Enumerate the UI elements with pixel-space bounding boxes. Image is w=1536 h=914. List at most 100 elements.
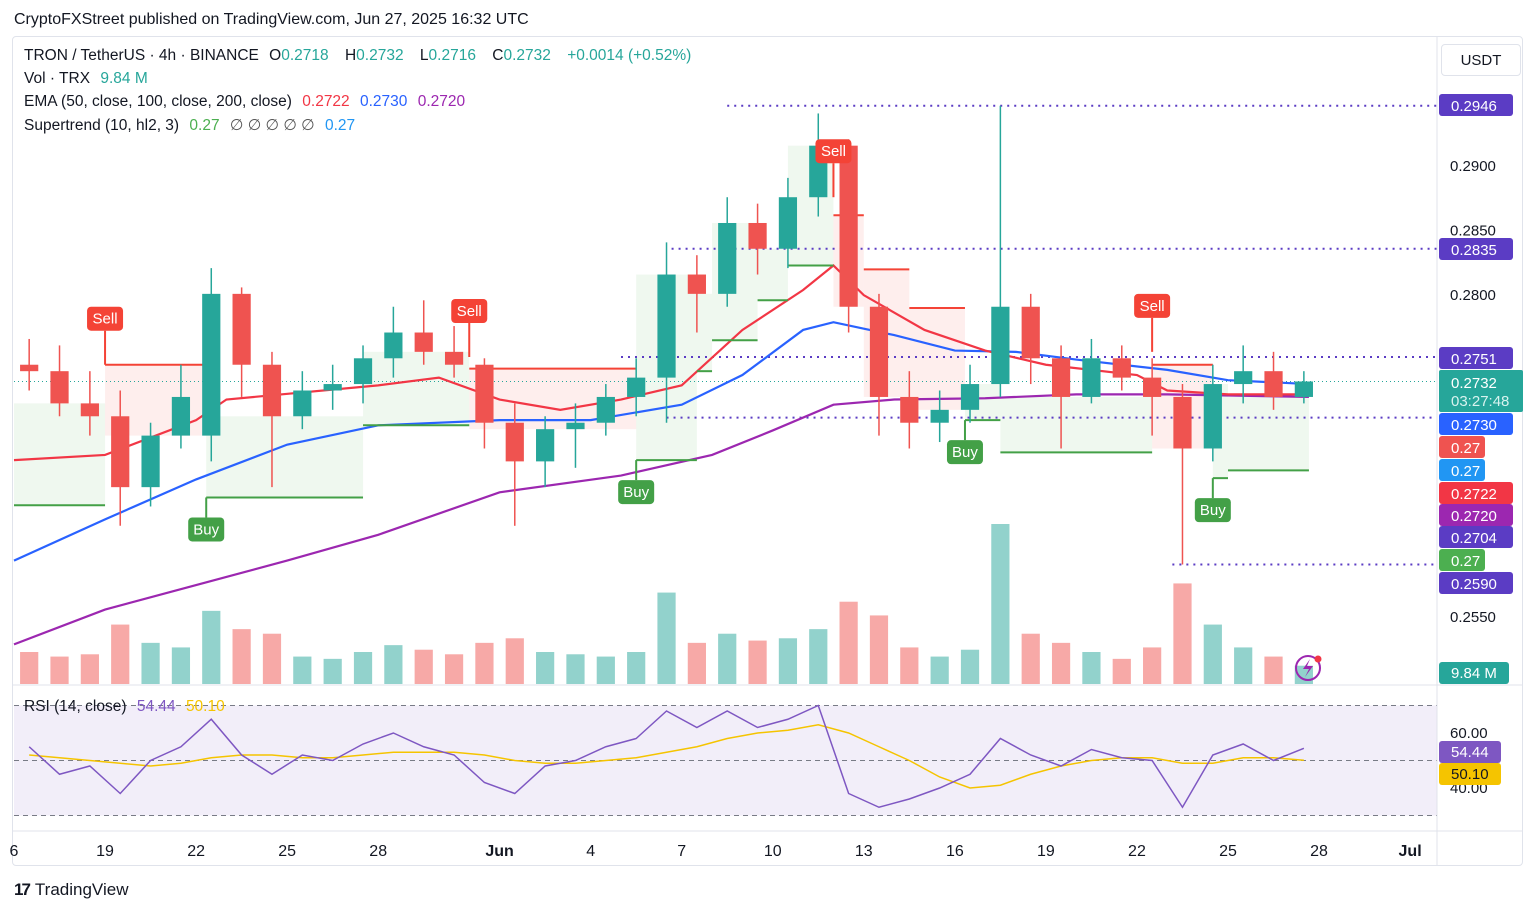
price-tag-label: 0.27 <box>1451 553 1480 570</box>
volume-bar <box>1082 652 1101 684</box>
volume-bar <box>1173 583 1192 684</box>
volume-bar <box>991 524 1010 684</box>
time-tick-label: 19 <box>1037 843 1055 860</box>
low-value: 0.2716 <box>428 47 476 64</box>
currency-selector[interactable]: USDT <box>1441 44 1521 76</box>
buy-signal-badge <box>946 440 983 465</box>
volume-bar <box>171 647 191 684</box>
price-tag-label: 0.2722 <box>1451 486 1497 503</box>
volume-bar <box>1021 633 1040 684</box>
volume-bar <box>202 610 221 684</box>
time-tick-label: 28 <box>369 843 387 860</box>
candle-body <box>171 396 191 436</box>
rsi-legend: RSI (14, close) 54.44 50.10 <box>24 698 231 716</box>
volume-bars <box>20 524 1313 684</box>
candle-body <box>1203 384 1222 449</box>
supertrend-fill <box>14 403 106 506</box>
price-tag-label: 0.27 <box>1451 440 1480 457</box>
time-tick-label: 28 <box>1310 843 1328 860</box>
time-tick-label: 6 <box>10 843 19 860</box>
candle-body <box>839 145 858 307</box>
candle-body <box>1021 306 1040 359</box>
signal-label: Buy <box>193 521 219 538</box>
candle-body <box>262 364 282 417</box>
signal-label: Buy <box>1200 502 1226 519</box>
volume-bar <box>900 647 919 684</box>
signal-label: Buy <box>623 484 649 501</box>
time-tick-label: Jul <box>1399 843 1422 860</box>
time-tick-label: 16 <box>946 843 964 860</box>
supertrend-down-value: 0.27 <box>324 117 356 134</box>
buy-signal-badge <box>188 517 225 542</box>
volume-bar <box>1143 647 1162 684</box>
price-tag-label: 0.2720 <box>1451 508 1497 525</box>
candle-body <box>141 435 160 488</box>
candle-body <box>657 274 676 378</box>
volume-legend: Vol · TRX 9.84 M <box>24 70 154 88</box>
price-tag-label: 0.2704 <box>1451 530 1497 547</box>
brand-name[interactable]: TradingView <box>34 880 129 899</box>
price-tag <box>1439 413 1513 435</box>
candle-body <box>900 396 919 423</box>
candle-body <box>50 371 69 404</box>
volume-bar <box>293 656 312 684</box>
volume-value: 9.84 M <box>100 70 148 87</box>
bar-countdown: 03:27:48 <box>1451 393 1509 410</box>
volume-bar <box>687 642 706 684</box>
price-tag <box>1439 347 1513 369</box>
candle-body <box>778 197 798 249</box>
candle-body <box>505 422 524 462</box>
rsi-tag-label: 50.10 <box>1451 766 1489 783</box>
ema200-value: 0.2720 <box>417 93 466 110</box>
volume-bar <box>596 656 615 684</box>
volume-bar <box>141 642 160 684</box>
volume-bar <box>323 658 342 684</box>
ema50-value: 0.2722 <box>302 93 350 110</box>
volume-bar <box>505 638 524 684</box>
rsi-ma-value: 50.10 <box>185 698 225 715</box>
candle-body <box>414 332 433 352</box>
candle-body <box>1082 358 1101 397</box>
candle-body <box>1173 396 1192 449</box>
candle-body <box>202 293 221 436</box>
rsi-label[interactable]: RSI (14, close) <box>24 698 127 715</box>
candle-body <box>1143 377 1162 397</box>
volume-bar <box>657 592 676 684</box>
volume-label[interactable]: Vol · TRX <box>24 70 91 87</box>
candle-body <box>444 351 464 365</box>
candle-body <box>1294 381 1313 397</box>
volume-bar <box>536 652 555 684</box>
volume-tag-label: 9.84 M <box>1451 665 1497 682</box>
candle-body <box>930 409 949 423</box>
supertrend-fill <box>909 308 965 410</box>
price-tag <box>1439 94 1513 116</box>
close-value: 0.2732 <box>503 47 551 64</box>
low-label: L <box>419 47 429 64</box>
price-tag <box>1439 482 1513 504</box>
symbol-title[interactable]: TRON / TetherUS · 4h · BINANCE <box>24 47 259 64</box>
candle-body <box>475 364 494 423</box>
price-tag <box>1439 436 1485 458</box>
volume-bar <box>566 654 585 684</box>
volume-bar <box>232 629 251 684</box>
sell-signal-badge <box>87 306 124 331</box>
signal-label: Sell <box>1140 298 1165 315</box>
last-price-label: 0.2732 <box>1451 375 1497 392</box>
ema-label[interactable]: EMA (50, close, 100, close, 200, close) <box>24 93 292 110</box>
candle-body <box>1112 358 1131 378</box>
candle-body <box>293 390 312 417</box>
volume-bar <box>20 652 39 684</box>
close-label: C <box>492 47 504 64</box>
volume-bar <box>778 638 798 684</box>
price-tag <box>1439 504 1513 526</box>
supertrend-up-value: 0.27 <box>189 117 220 134</box>
supertrend-fill <box>206 416 364 498</box>
rsi-value: 54.44 <box>136 698 176 715</box>
signal-label: Sell <box>93 311 118 328</box>
supertrend-label[interactable]: Supertrend (10, hl2, 3) <box>24 117 180 134</box>
price-tick-label: 0.2550 <box>1450 609 1496 626</box>
price-tag-label: 0.2730 <box>1451 417 1497 434</box>
sell-signal-badge <box>815 139 852 164</box>
volume-bar <box>414 649 433 684</box>
